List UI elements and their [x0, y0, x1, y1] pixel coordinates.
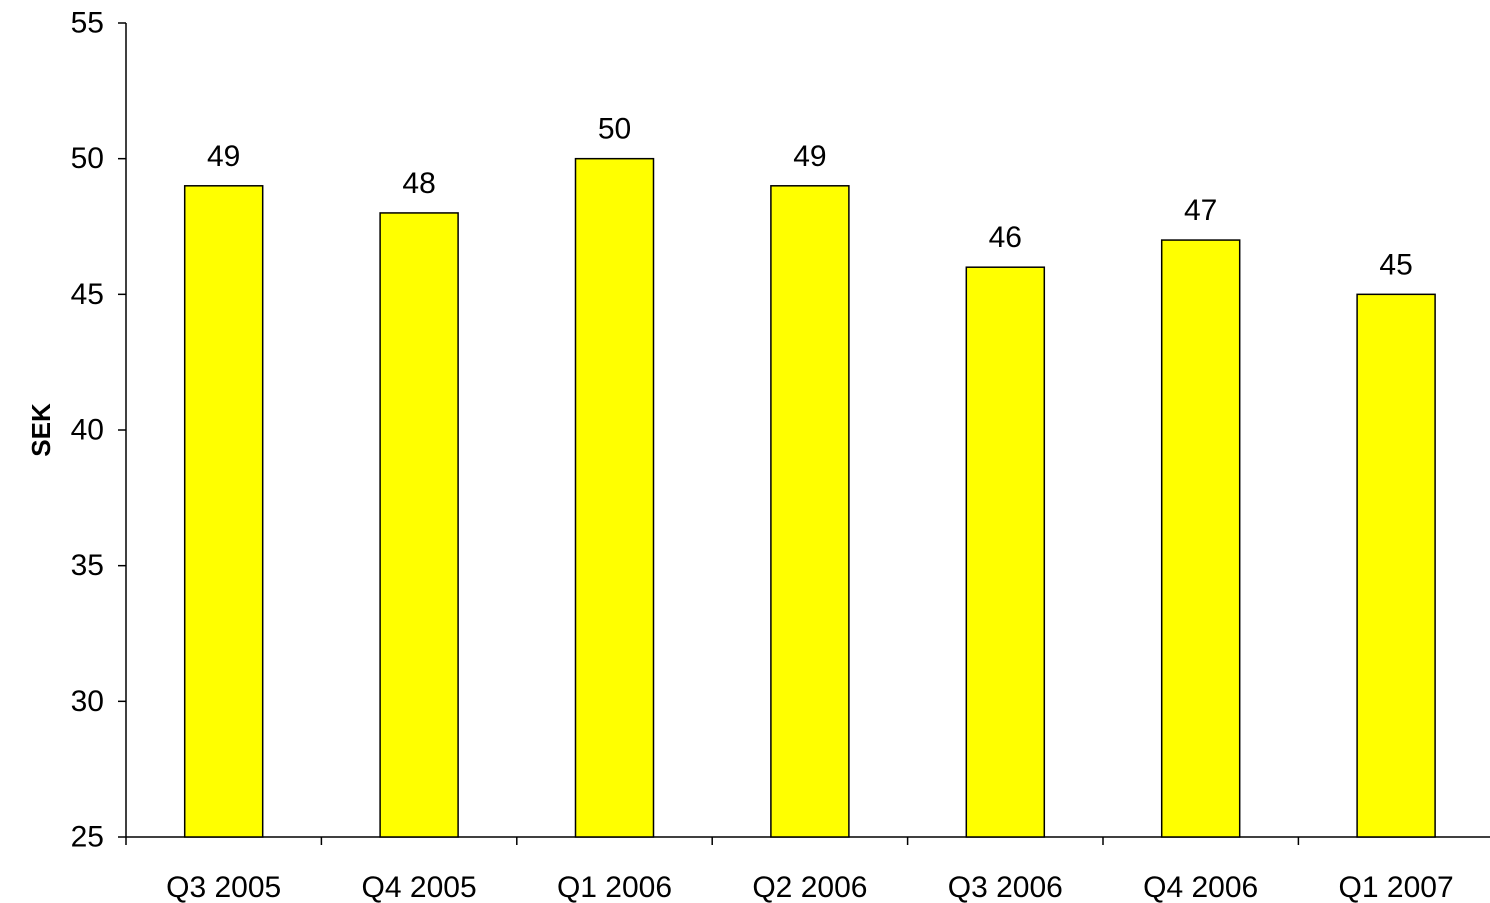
y-tick-label: 25 — [71, 821, 104, 854]
data-label: 46 — [989, 221, 1022, 254]
bar-q4-2005 — [379, 212, 459, 838]
data-label: 49 — [207, 140, 240, 173]
data-labels: 49 48 50 49 46 47 45 — [207, 113, 1413, 282]
data-label: 49 — [793, 140, 826, 173]
data-label: 50 — [598, 113, 631, 146]
bar-q4-2006 — [1160, 239, 1241, 838]
x-category-label: Q2 2006 — [752, 871, 867, 903]
y-tick-label: 50 — [71, 142, 104, 175]
y-tick-label: 30 — [71, 685, 104, 718]
x-category-label: Q4 2006 — [1143, 871, 1258, 903]
x-category-label: Q4 2005 — [362, 871, 477, 903]
y-tick-label: 40 — [71, 414, 104, 447]
x-category-label: Q1 2006 — [557, 871, 672, 903]
data-label: 47 — [1184, 194, 1217, 227]
y-tick-label: 55 — [71, 7, 104, 40]
bar-q3-2005 — [183, 185, 264, 838]
y-axis-ticks: 25 30 35 40 45 50 55 — [71, 7, 126, 854]
y-axis-title: SEK — [26, 403, 56, 457]
x-category-label: Q3 2006 — [948, 871, 1063, 903]
y-tick-label: 35 — [71, 549, 104, 582]
x-axis-ticks — [125, 837, 1300, 845]
data-label: 48 — [402, 167, 435, 200]
y-tick-label: 45 — [71, 278, 104, 311]
data-label: 45 — [1379, 248, 1412, 281]
bar-q1-2007 — [1356, 293, 1436, 838]
bar-q1-2006 — [574, 157, 655, 838]
bar-q2-2006 — [770, 185, 850, 838]
bar-series — [183, 157, 1436, 838]
x-category-label: Q1 2007 — [1339, 871, 1454, 903]
bar-q3-2006 — [965, 266, 1046, 838]
category-labels: Q3 2005 Q4 2005 Q1 2006 Q2 2006 Q3 2006 Q4 20… — [166, 871, 1453, 903]
x-category-label: Q3 2005 — [166, 871, 281, 903]
